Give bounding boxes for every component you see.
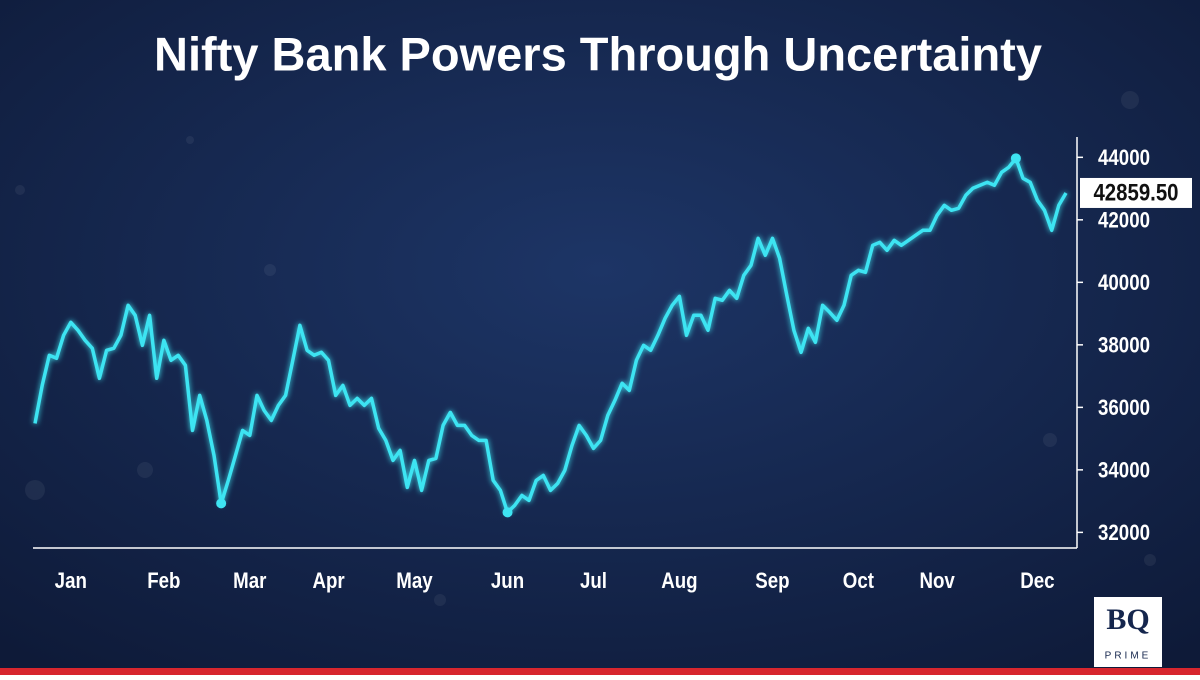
logo-top: BQ (1106, 603, 1149, 636)
x-tick-label: Jul (580, 569, 607, 593)
y-tick-label: 38000 (1098, 334, 1150, 358)
y-tick-label: 40000 (1098, 272, 1150, 296)
highlight-point (1010, 153, 1021, 164)
highlight-point (502, 507, 513, 518)
x-tick-label: May (396, 569, 433, 593)
y-tick-label: 32000 (1098, 522, 1150, 546)
current-value-label: 42859.50 (1093, 179, 1178, 206)
logo: BQ PRIME (1094, 597, 1162, 667)
bottom-strip (0, 668, 1200, 675)
chart-title: Nifty Bank Powers Through Uncertainty (154, 27, 1042, 80)
logo-box (1094, 597, 1162, 667)
y-tick-label: 34000 (1098, 459, 1150, 483)
bokeh (15, 91, 1156, 606)
x-tick-label: Mar (233, 569, 266, 593)
x-tick-label: Nov (919, 569, 955, 593)
y-tick-label: 42000 (1098, 209, 1150, 233)
current-value-box (1080, 177, 1192, 208)
line (33, 156, 1068, 515)
logo-bottom: PRIME (1105, 651, 1152, 662)
highlight-point (216, 498, 227, 509)
x-tick-label: Jan (55, 569, 87, 593)
x-tick-label: Aug (661, 569, 697, 593)
y-tick-label: 36000 (1098, 397, 1150, 421)
x-tick-label: Oct (843, 569, 874, 593)
x-tick-label: Dec (1020, 569, 1054, 593)
x-tick-label: Jun (491, 569, 524, 593)
x-tick-label: Apr (312, 569, 344, 593)
x-tick-label: Feb (147, 569, 180, 593)
y-tick-label: 44000 (1098, 147, 1150, 171)
x-tick-label: Sep (755, 569, 789, 593)
